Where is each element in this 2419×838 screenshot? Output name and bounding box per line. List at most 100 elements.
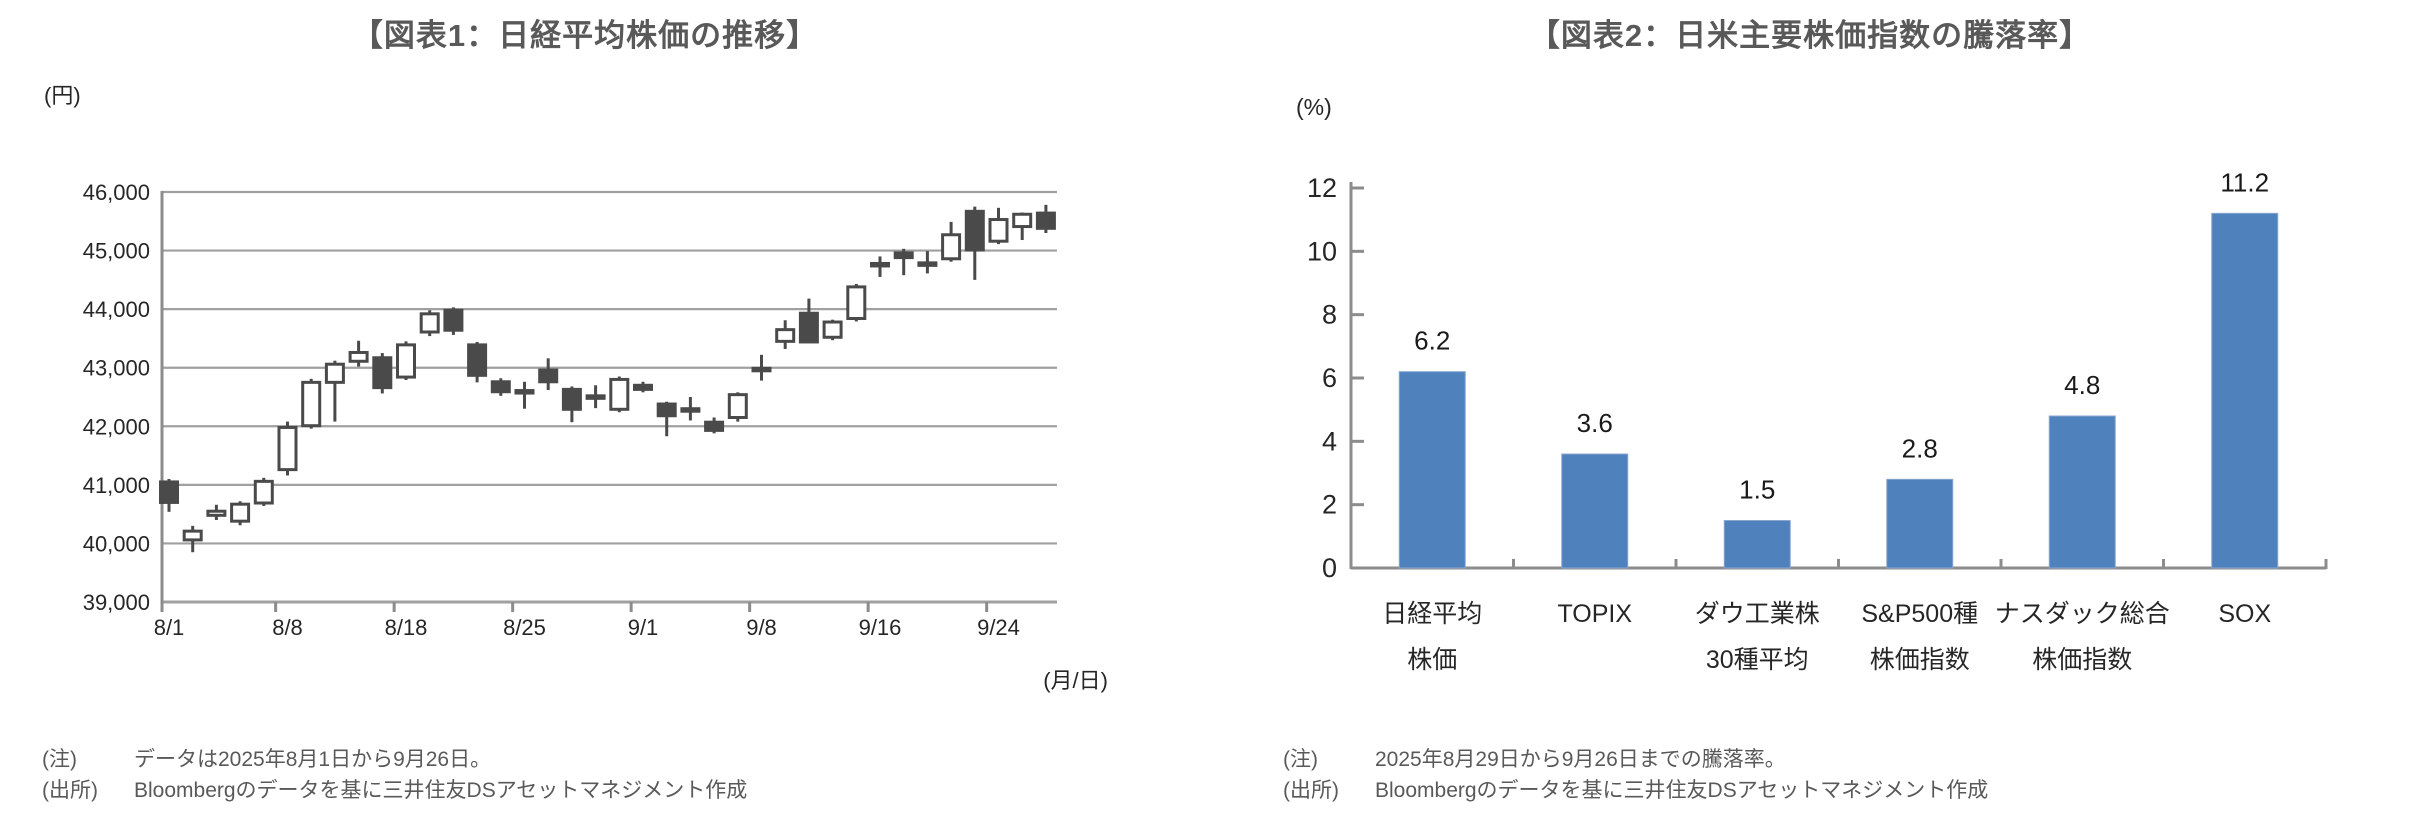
category-label-line2: 30種平均 — [1706, 646, 1809, 674]
figure1-note-label: (注) — [42, 748, 77, 771]
bar — [1398, 371, 1466, 569]
category-label-line1: 日経平均 — [1382, 600, 1482, 628]
candle-body — [585, 394, 606, 400]
candle — [751, 354, 772, 381]
bar — [2048, 415, 2116, 569]
bar-value-label: 11.2 — [2220, 167, 2269, 197]
candle-body — [324, 362, 345, 384]
y-tick-label: 10 — [1307, 236, 1337, 266]
figure2-source-row: (出所) Bloombergのデータを基に三井住友DSアセットマネジメント作成 — [1283, 775, 2403, 806]
bar — [1723, 520, 1791, 569]
candle-body — [775, 328, 796, 343]
figure1-source-text: Bloombergのデータを基に三井住友DSアセットマネジメント作成 — [134, 779, 748, 802]
candle-body — [490, 380, 511, 394]
candle — [348, 340, 369, 367]
y-tick-label: 4 — [1322, 426, 1337, 456]
candle — [561, 386, 582, 423]
x-tick-label: 9/16 — [859, 615, 902, 640]
bar-value-label: 3.6 — [1577, 408, 1613, 438]
candle-body — [609, 377, 630, 411]
x-tick-label: 8/1 — [154, 615, 185, 640]
candle — [206, 504, 227, 520]
candle-body — [253, 479, 274, 505]
candle — [870, 256, 890, 277]
candle — [822, 319, 843, 341]
candle-body — [1035, 211, 1056, 230]
candle — [893, 248, 914, 276]
candle — [846, 283, 867, 322]
candle-body — [396, 343, 416, 379]
y-tick-label: 12 — [1307, 173, 1337, 203]
candle-body — [988, 218, 1009, 243]
candle — [656, 401, 677, 437]
candle — [538, 358, 559, 390]
candle-body — [1012, 212, 1033, 229]
bar — [1886, 478, 1954, 569]
nikkei-candlestick-chart: 46,000 45,000 44,000 43,000 42,000 41,000 40,0… — [44, 83, 1108, 693]
bar-value-label: 6.2 — [1414, 326, 1450, 356]
candle — [253, 477, 274, 506]
candle-body — [941, 233, 962, 261]
candle-body — [561, 387, 582, 411]
candle — [372, 353, 393, 394]
candle-body — [514, 389, 535, 395]
x-axis-unit-label: (月/日) — [1043, 668, 1108, 693]
candle — [798, 298, 819, 344]
candle-body — [680, 407, 701, 413]
x-tick-label: 9/24 — [977, 615, 1020, 640]
y-tick-label: 40,000 — [83, 531, 150, 556]
candle-body — [704, 420, 725, 432]
candle-body — [917, 261, 938, 267]
candle — [609, 376, 630, 413]
figure1-notes: (注) データは2025年8月1日から9月26日。 (出所) Bloomberg… — [42, 744, 1192, 806]
bar-value-label: 2.8 — [1902, 433, 1938, 463]
figure2-note-text: 2025年8月29日から9月26日までの騰落率。 — [1375, 748, 1786, 771]
x-tick-label: 8/18 — [385, 615, 428, 640]
figure2-title: 【図表2：日米主要株価指数の騰落率】 — [1528, 18, 2092, 53]
candle — [396, 341, 416, 381]
candle — [277, 421, 298, 476]
candle-body — [727, 393, 748, 419]
category-label-line2: 株価指数 — [1870, 646, 1970, 674]
figure1-source-label: (出所) — [42, 779, 98, 802]
figure2-notes: (注) 2025年8月29日から9月26日までの騰落率。 (出所) Bloomb… — [1283, 744, 2403, 806]
category-label-line1: S&P500種 — [1861, 600, 1978, 628]
y-tick-label: 46,000 — [83, 180, 150, 205]
candle-body — [159, 480, 179, 504]
category-label-line2: 株価 — [1407, 646, 1457, 674]
candle — [301, 378, 322, 429]
candle-body — [633, 383, 653, 391]
candle-body — [870, 261, 890, 268]
candle-body — [348, 350, 369, 363]
y-tick-label: 44,000 — [83, 297, 150, 322]
candle — [585, 385, 606, 409]
bar — [1561, 453, 1629, 569]
figure1-note-row: (注) データは2025年8月1日から9月26日。 — [42, 744, 1192, 775]
candle-body — [538, 368, 559, 384]
category-label-line1: ナスダック総合 — [1995, 600, 2170, 628]
candle-body — [467, 343, 488, 377]
figure1-title: 【図表1：日経平均株価の推移】 — [351, 18, 819, 53]
candle — [324, 360, 345, 422]
candle-body — [372, 356, 393, 390]
figure1-source-row: (出所) Bloombergのデータを基に三井住友DSアセットマネジメント作成 — [42, 775, 1192, 806]
candle-body — [893, 251, 914, 260]
candle — [490, 378, 511, 396]
index-performance-bar-chart: 12 10 8 6 4 2 0 (%) 6.2 日経平均株価 3.6 TOPIX 1.5 ダウ工業株 30種… — [1296, 94, 2328, 674]
y-tick-label: 39,000 — [83, 590, 150, 615]
candle — [964, 206, 985, 280]
category-label-line1: SOX — [2218, 600, 2271, 628]
figure2-note-row: (注) 2025年8月29日から9月26日までの騰落率。 — [1283, 744, 2403, 775]
candle — [419, 310, 440, 337]
candle — [680, 397, 701, 421]
candle — [941, 221, 962, 262]
y-axis-unit-label: (円) — [44, 83, 81, 108]
x-tick-label: 8/25 — [503, 615, 546, 640]
candle — [230, 501, 251, 526]
candle — [467, 341, 488, 383]
figure1-note-text: データは2025年8月1日から9月26日。 — [134, 748, 492, 771]
candle-body — [822, 320, 843, 339]
y-tick-label: 42,000 — [83, 414, 150, 439]
y-tick-label: 2 — [1322, 490, 1337, 520]
candle-body — [751, 366, 772, 373]
